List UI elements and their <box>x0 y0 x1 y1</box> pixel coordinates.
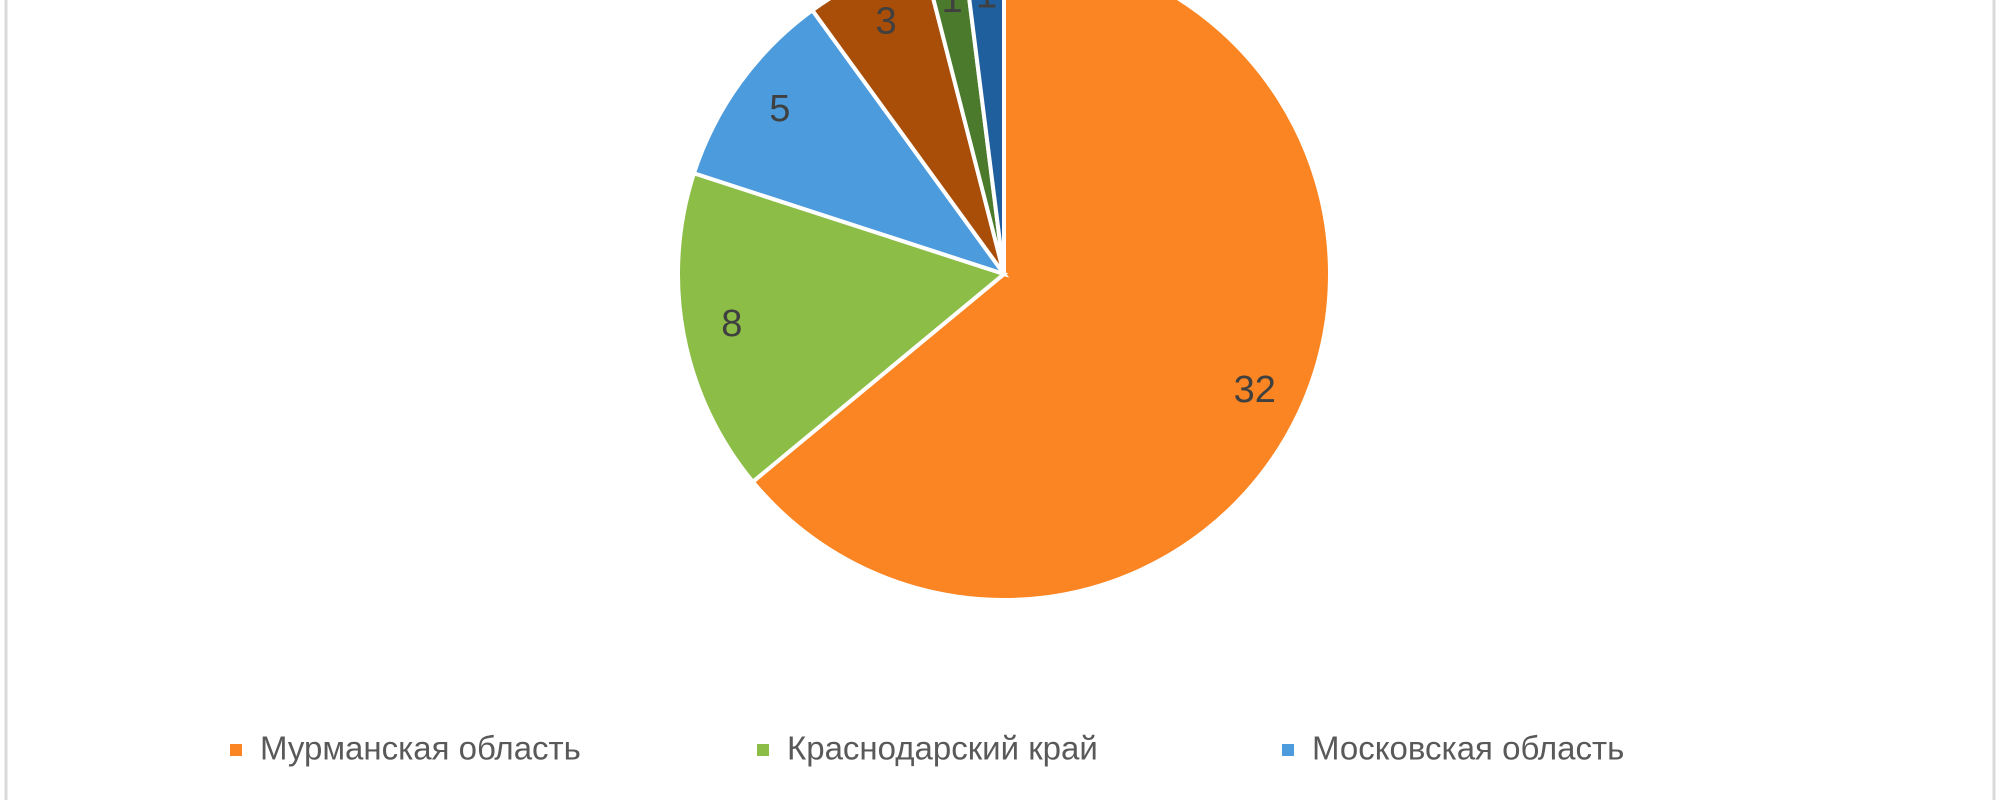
data-label: 1 <box>976 0 997 16</box>
legend-label: Московская область <box>1312 730 1624 767</box>
data-label: 8 <box>721 303 742 345</box>
data-labels: 32 8 5 3 11 <box>721 0 1276 411</box>
legend-label: Краснодарский край <box>787 730 1098 767</box>
pie-slice <box>967 0 1006 275</box>
legend-marker <box>757 744 769 756</box>
data-label: 5 <box>769 88 790 130</box>
legend-marker <box>1282 744 1294 756</box>
legend-marker <box>230 744 242 756</box>
data-label: 1 <box>942 0 963 21</box>
pie <box>676 0 1332 602</box>
pie-slice <box>931 0 1006 275</box>
legend: Мурманская область Краснодарский край Моск… <box>230 730 1624 767</box>
data-label: 3 <box>875 0 896 42</box>
data-label: 32 <box>1234 369 1276 411</box>
pie-slice <box>691 7 1010 278</box>
pie-slice <box>749 0 1332 602</box>
pie-slice <box>809 0 1006 276</box>
pie-slice <box>676 170 1009 485</box>
legend-label: Мурманская область <box>260 730 581 767</box>
